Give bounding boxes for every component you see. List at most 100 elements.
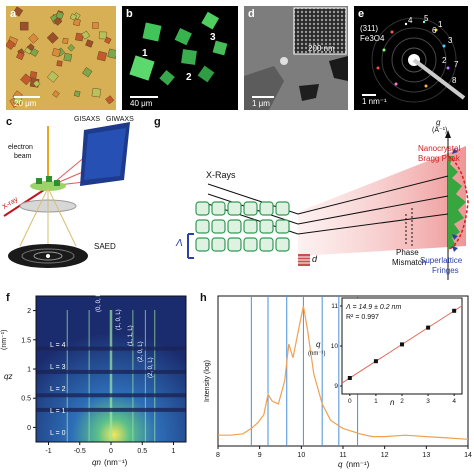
f-band <box>36 369 186 374</box>
a-crystal <box>52 90 60 98</box>
e-annotation-line1: (311) <box>360 24 379 33</box>
a-crystal <box>27 43 35 51</box>
panel-b-micrograph: b 1 2 3 40 μm <box>122 6 238 110</box>
f-band <box>36 407 186 412</box>
h-inset-xtick-label: 4 <box>452 398 456 405</box>
panel-b-label: b <box>126 8 133 20</box>
c-saed-text: SAED <box>94 242 116 251</box>
g-nanocrystal <box>195 237 210 252</box>
a-crystal <box>75 32 84 42</box>
g-nanocrystal <box>227 237 242 252</box>
e-spots <box>376 20 450 88</box>
g-nanocrystal <box>275 237 290 252</box>
c-gisaxs-text: GISAXS <box>74 116 101 123</box>
a-crystal <box>29 71 38 79</box>
f-ytick-label: 0 <box>27 425 31 432</box>
e-spot-label-7: 7 <box>454 60 459 69</box>
g-xrays-text: X-Rays <box>206 170 236 180</box>
panel-f-gisaxs: -1 -0.5 0 0.5 1 0 0.5 1 1.5 2 f qz (nm⁻¹) qn (nm⁻… <box>0 290 190 472</box>
f-layer-label-3: L = 3 <box>50 364 66 371</box>
f-layer-label-0: L = 0 <box>50 430 66 437</box>
a-crystal <box>16 51 25 61</box>
h-xtick-label: 12 <box>381 452 389 459</box>
panel-g-diagram <box>187 130 469 280</box>
a-crystal <box>20 21 29 31</box>
a-crystal <box>105 95 115 105</box>
e-spot-label-5: 5 <box>424 14 429 23</box>
h-inset-eq2: R² = 0.997 <box>346 314 379 321</box>
h-inset-point <box>426 325 431 330</box>
e-spot-label-8: 8 <box>452 76 457 85</box>
e-annotation-line2: Fe3O4 <box>360 34 385 43</box>
g-nanocrystal <box>259 219 274 234</box>
panel-g-schematic: g X-Rays Λ d Phase Mismatch Nanocrystal … <box>148 116 474 286</box>
g-bragg-text: Bragg Peak <box>418 154 460 163</box>
h-inset-ytick-label: 11 <box>331 303 338 310</box>
f-axes: -1 -0.5 0 0.5 1 0 0.5 1 1.5 2 <box>21 295 187 455</box>
h-inset-xtick-label: 1 <box>374 398 378 405</box>
h-inset-xtick-label: 2 <box>400 398 404 405</box>
e-spot-label-2: 2 <box>442 56 447 65</box>
panel-d-label: d <box>248 8 255 20</box>
a-crystal <box>107 48 116 59</box>
a-crystal <box>67 44 76 52</box>
g-axis-q: q <box>436 118 441 127</box>
c-beam-text: beam <box>14 153 32 160</box>
a-crystal <box>69 13 77 21</box>
h-xtick-label: 8 <box>216 452 220 459</box>
f-xtick-label: 0 <box>109 448 113 455</box>
e-spot-label-6: 6 <box>432 26 437 35</box>
h-inset-point <box>400 342 404 347</box>
f-rod-label-1: (1, 0, L) <box>116 309 122 330</box>
panel-d-scale-text: 1 μm <box>252 99 270 108</box>
panel-a-image <box>6 6 116 110</box>
a-crystal <box>91 87 102 98</box>
g-axis-q-unit: (Å⁻¹) <box>432 127 448 134</box>
h-inset-point <box>373 359 378 364</box>
g-nanocrystal <box>259 237 274 252</box>
panel-b-image <box>122 6 238 110</box>
g-nanocrystal-text: Nanocrystal <box>418 144 461 153</box>
e-spot-label-1: 1 <box>438 20 443 29</box>
f-xtick-label: -1 <box>45 448 51 455</box>
h-inset-eq1: Λ = 14.9 ± 0.2 nm <box>346 304 402 311</box>
a-crystal <box>51 47 61 58</box>
f-ytick-label: 0.5 <box>21 396 31 403</box>
h-inset-xlabel: n <box>390 398 395 407</box>
h-ylabel: Intensity (log) <box>204 359 211 402</box>
h-inset-ytick-label: 10 <box>331 343 339 350</box>
g-nanocrystal-grid <box>195 201 290 252</box>
h-inset-xtick-label: 0 <box>348 398 352 405</box>
a-crystal-group <box>6 6 116 108</box>
f-rod-label-4: (2, 0, L) <box>148 357 154 378</box>
g-nanocrystal <box>195 219 210 234</box>
f-xtick-label: 1 <box>172 448 176 455</box>
f-ytick-label: 1.5 <box>21 337 31 344</box>
f-ytick-label: 2 <box>27 308 31 315</box>
panel-b-scalebar <box>130 96 158 98</box>
g-nanocrystal <box>275 201 290 216</box>
g-nanocrystal <box>243 219 258 234</box>
g-nanocrystal <box>259 201 274 216</box>
h-xtick-label: 9 <box>258 452 262 459</box>
g-nanocrystal <box>227 201 242 216</box>
f-ylabel-unit: (nm⁻¹) <box>1 329 8 350</box>
a-crystal <box>6 39 16 50</box>
g-nanocrystal <box>211 219 226 234</box>
a-crystal <box>92 22 99 29</box>
e-spot-label-4: 4 <box>408 16 413 25</box>
b-crystal-label-3: 3 <box>210 32 216 43</box>
panel-d-sem: d 200 nm 1 μm <box>244 6 348 110</box>
a-crystal <box>53 16 63 26</box>
panel-c-label: c <box>6 116 13 128</box>
a-crystal <box>73 18 81 27</box>
g-d-text: d <box>312 254 318 264</box>
a-crystal <box>46 31 59 44</box>
c-giwaxs-text: GIWAXS <box>106 116 134 123</box>
a-crystal <box>62 37 69 44</box>
panel-a-label: a <box>10 8 17 20</box>
f-xlabel-main: qn <box>92 458 101 467</box>
a-crystal <box>82 67 93 78</box>
h-inset-ylabel-main: q <box>316 340 321 349</box>
